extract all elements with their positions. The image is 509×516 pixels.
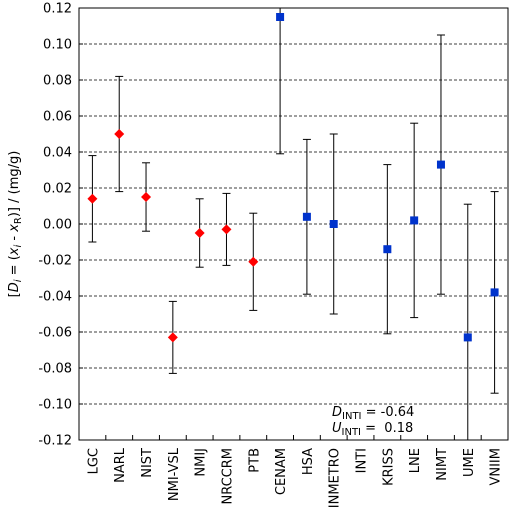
- data-point-diamond: [141, 192, 152, 202]
- y-tick-label: -0.08: [38, 362, 72, 377]
- category-label: NMIJ: [194, 448, 209, 477]
- y-tick-label: 0.10: [43, 38, 72, 53]
- data-point-square: [410, 216, 419, 225]
- category-label: NIST: [140, 448, 155, 478]
- data-point-diamond: [167, 332, 178, 343]
- data-point-diamond: [248, 256, 259, 267]
- y-tick-label: -0.04: [38, 290, 72, 305]
- category-label: NRCCRM: [220, 448, 235, 505]
- data-point-diamond: [87, 193, 98, 204]
- y-axis-label: [Di = (xi - xR)] / (mg/g): [7, 151, 24, 298]
- category-label: LNE: [408, 448, 423, 473]
- y-tick-label: -0.12: [38, 434, 72, 449]
- y-tick-label: -0.10: [38, 398, 72, 413]
- data-point-square: [383, 245, 392, 254]
- gridlines: [79, 7, 508, 441]
- y-tick-label: 0.02: [43, 182, 72, 197]
- category-label: KRISS: [381, 448, 396, 486]
- category-labels: LGC NARL NIST NMI-VSL NMIJ NRCCRM PTB CENAM HSA I…: [86, 447, 503, 508]
- data-point-square: [436, 160, 445, 169]
- x-tick-marks: [105, 435, 482, 440]
- category-label: CENAM: [274, 448, 289, 495]
- y-tick-label: 0.12: [43, 2, 72, 17]
- category-label: UME: [462, 448, 477, 477]
- category-label: INTI: [355, 448, 370, 473]
- y-tick-label: 0.00: [43, 218, 72, 233]
- data-point-square: [329, 220, 338, 228]
- data-point-diamond: [221, 224, 232, 235]
- plot-frame: [78, 7, 509, 441]
- y-tick-label: 0.06: [43, 110, 72, 125]
- data-points: [87, 13, 499, 343]
- data-point-square: [276, 13, 285, 21]
- category-label: LGC: [86, 448, 101, 474]
- annotation-d-inti: DINTI = -0.64: [332, 405, 414, 422]
- category-label: VNIIM: [489, 448, 504, 486]
- data-point-square: [490, 288, 499, 297]
- y-tick-label: 0.08: [43, 74, 72, 89]
- category-label: NMI-VSL: [167, 447, 182, 501]
- data-point-square: [463, 333, 472, 342]
- y-tick-label: 0.04: [43, 146, 72, 161]
- category-label: NIMT: [435, 448, 450, 481]
- y-tick-label: -0.02: [38, 254, 72, 269]
- annotation-u-inti: UINTI = 0.18: [332, 421, 413, 438]
- data-point-diamond: [114, 129, 125, 139]
- category-label: HSA: [301, 448, 316, 475]
- category-label: INMETRO: [328, 448, 343, 508]
- y-tick-labels: 0.12 0.10 0.08 0.06 0.04 0.02 0.00 -0.02 -0.04 -0…: [38, 2, 72, 449]
- category-label: NARL: [113, 447, 128, 483]
- data-point-diamond: [194, 228, 205, 238]
- y-tick-label: -0.06: [38, 326, 72, 341]
- category-label: PTB: [247, 448, 262, 473]
- data-point-square: [302, 212, 311, 221]
